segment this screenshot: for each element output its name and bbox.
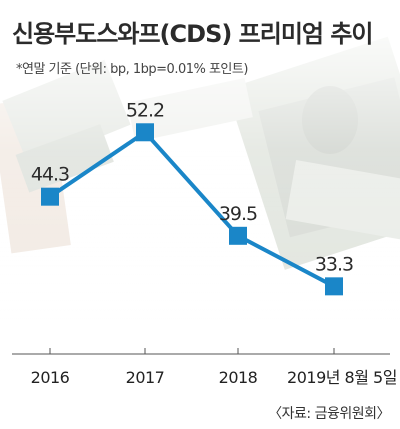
x-tick-label: 2016 [31, 368, 70, 387]
data-point-marker [325, 277, 343, 296]
source-note: 〈자료: 금융위원회〉 [268, 406, 390, 422]
data-point-marker [136, 123, 154, 142]
data-point-marker [41, 187, 59, 206]
series-line [48, 130, 335, 289]
x-tick-label: 2018 [219, 368, 258, 387]
chart-title: 신용부도스와프(CDS) 프리미엄 추이 [12, 20, 374, 48]
data-label: 44.3 [31, 164, 69, 186]
data-label: 52.2 [126, 99, 164, 121]
chart-subtitle: *연말 기준 (단위: bp, 1bp=0.01% 포인트) [16, 62, 248, 77]
data-label: 39.5 [219, 203, 257, 225]
data-point-marker [229, 226, 247, 245]
x-tick-label: 2017 [126, 368, 165, 387]
data-label: 33.3 [315, 253, 353, 275]
x-tick-label: 2019년 8월 5일 [287, 368, 397, 387]
